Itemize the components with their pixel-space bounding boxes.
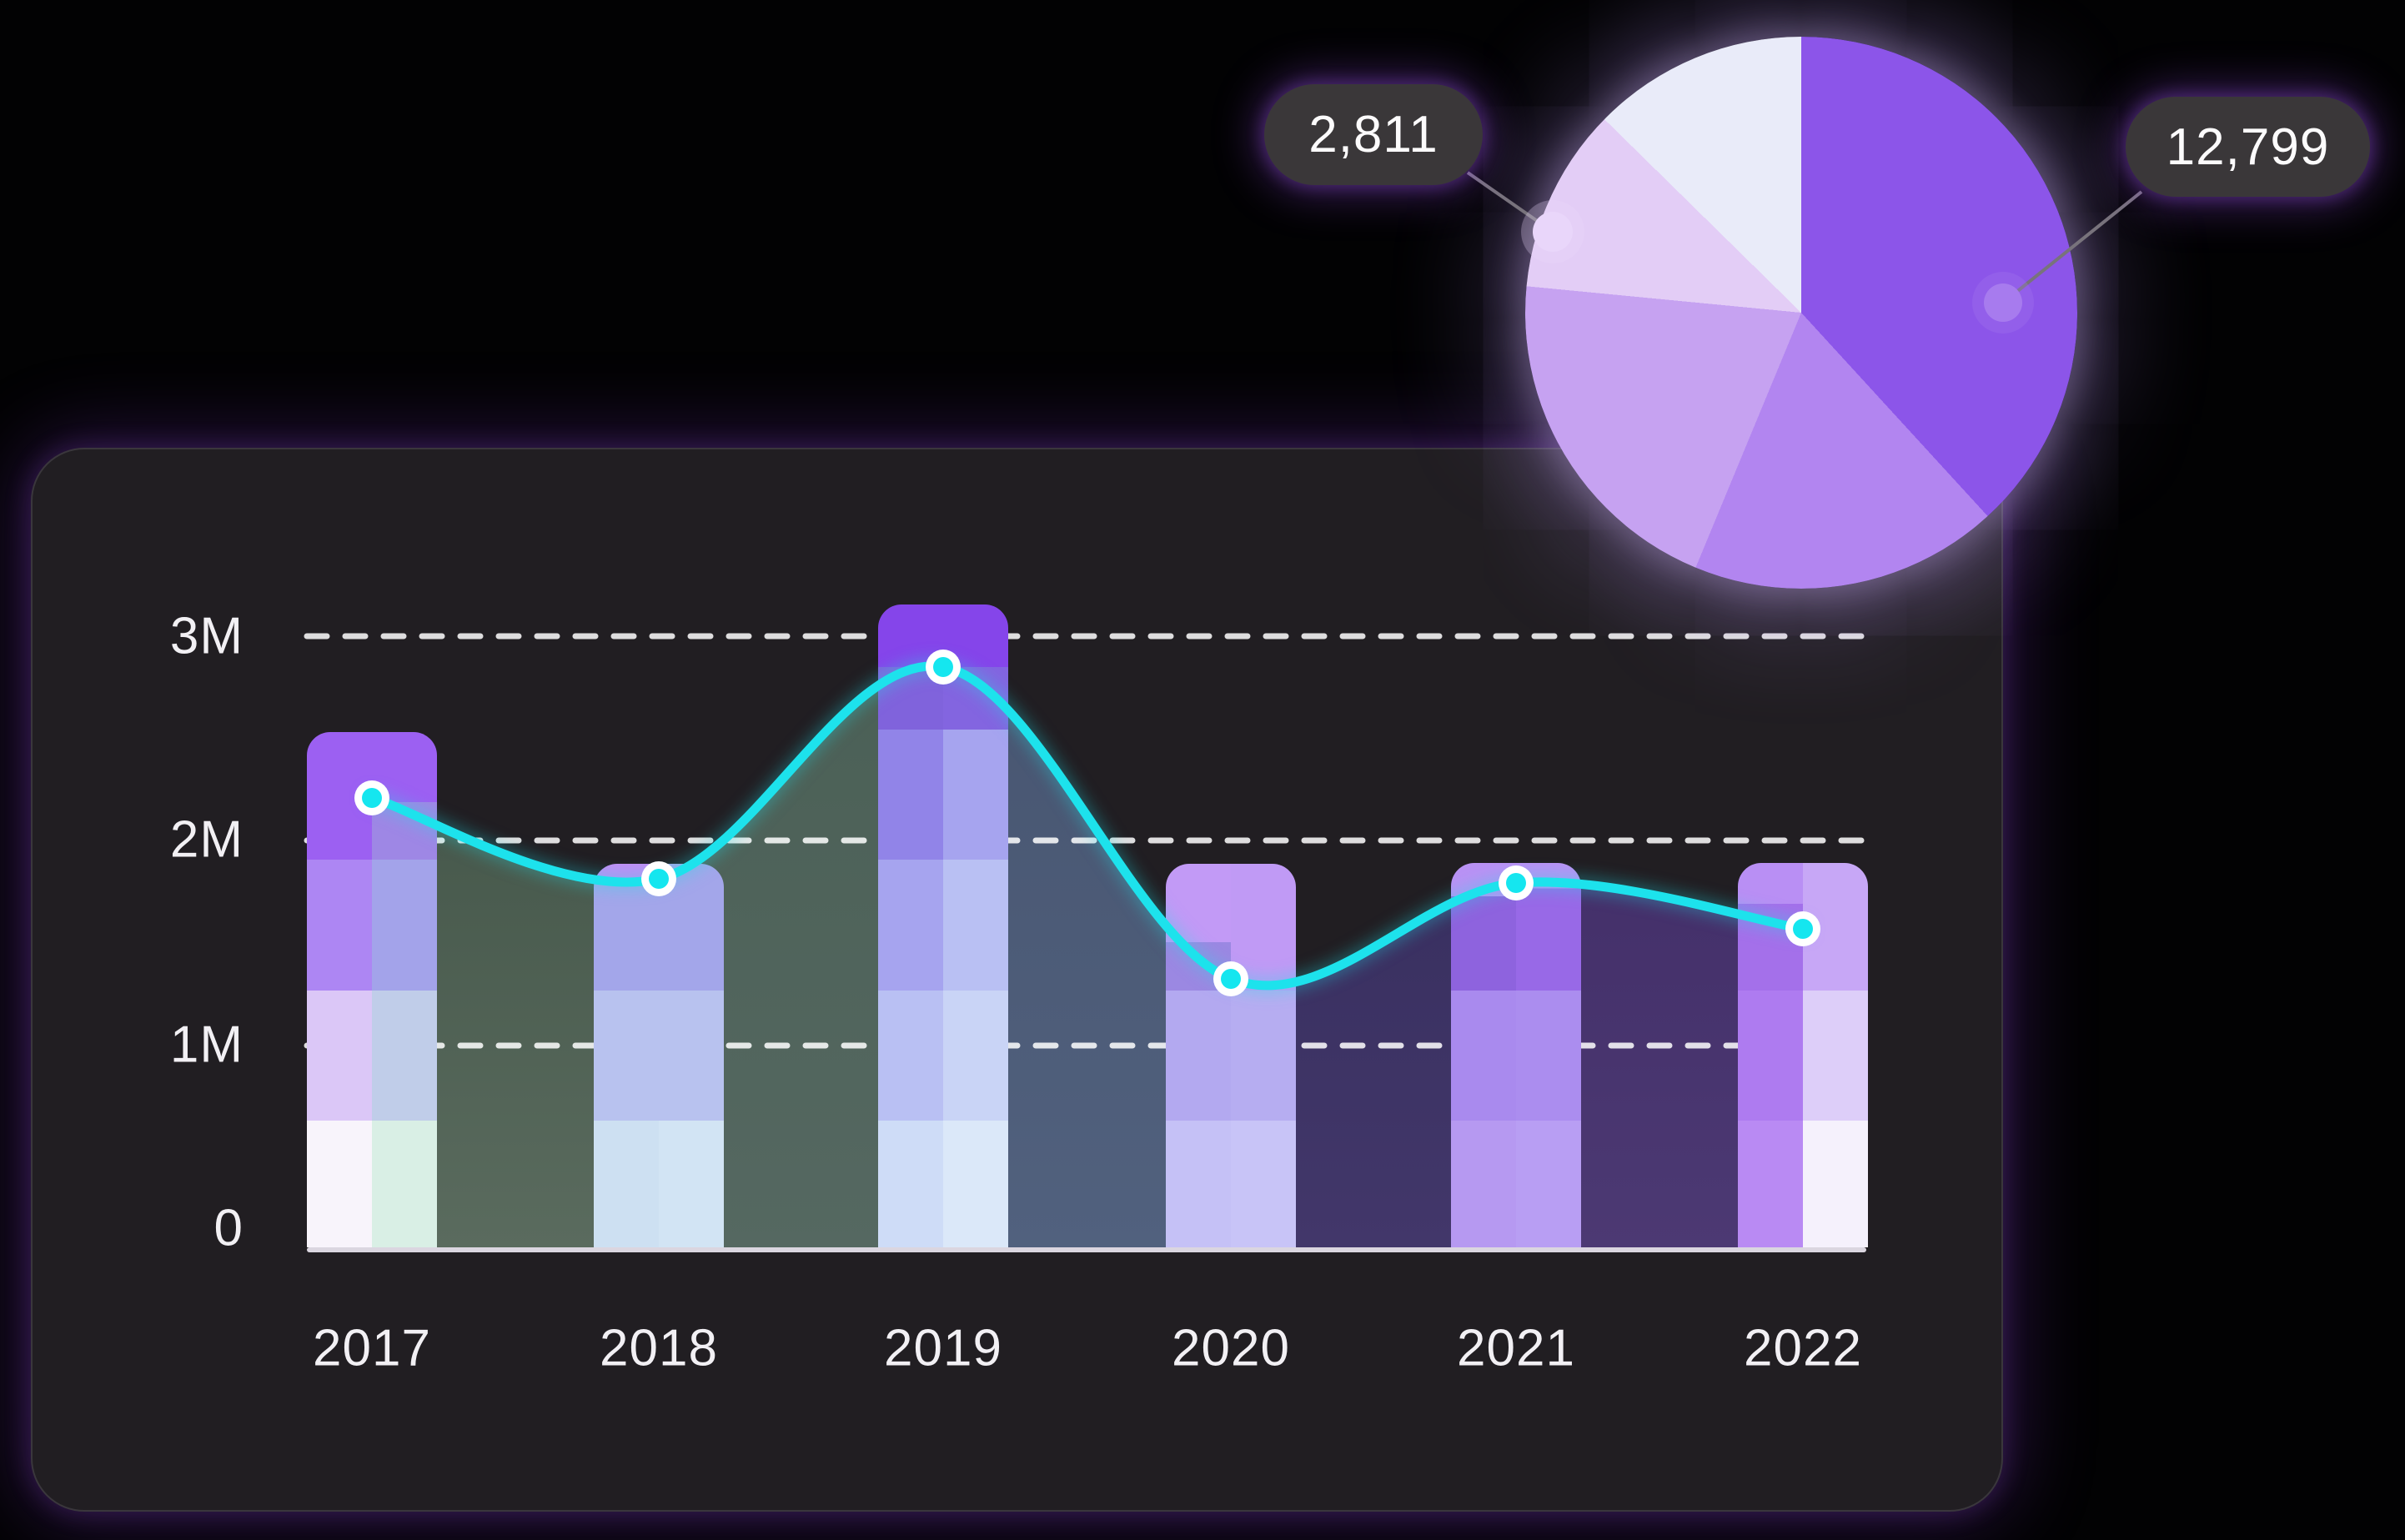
x-tick-2018: 2018 [600, 1319, 718, 1377]
bar-2018-right-segment-2 [659, 991, 724, 1121]
bar-2021-left-segment-3 [1451, 1121, 1516, 1247]
bar-2017-left-segment-2 [307, 860, 372, 991]
bar-2020-right-segment-3 [1231, 1121, 1296, 1247]
x-axis-line [307, 1247, 1866, 1252]
pie-value-text: 2,811 [1308, 106, 1438, 163]
bar-2019-right-segment-4 [943, 991, 1008, 1121]
x-tick-2017: 2017 [313, 1319, 431, 1377]
line-point-2022-center [1793, 919, 1813, 939]
pie-value-label-large-slice: 12,799 [2126, 97, 2370, 197]
bar-2022-right-segment-2 [1803, 991, 1868, 1121]
bar-2019[interactable] [878, 604, 1008, 1247]
area-fill-2018-2019 [659, 665, 943, 1247]
area-fill-2017-2018 [372, 798, 659, 1247]
pie-value-label-small-slice: 2,811 [1264, 84, 1483, 185]
bar-2017-right-segment-3 [372, 991, 437, 1121]
bar-2020-left-half [1166, 864, 1231, 1247]
pie-callout-dot [1984, 283, 2022, 322]
bar-2018-right-segment-3 [659, 1121, 724, 1247]
y-tick-0: 0 [213, 1199, 244, 1257]
bar-2017-left-segment-3 [307, 991, 372, 1121]
x-tick-2021: 2021 [1457, 1319, 1575, 1377]
bar-2020[interactable] [1166, 864, 1296, 1247]
x-tick-2019: 2019 [884, 1319, 1002, 1377]
bar-2020-left-segment-2 [1166, 991, 1231, 1121]
area-fill-2021-2022 [1516, 881, 1803, 1247]
pie-value-text: 12,799 [2166, 118, 2330, 176]
area-fill-2019-2020 [943, 667, 1231, 1247]
bar-2022-right-segment-3 [1803, 1121, 1868, 1247]
bar-2020-left-segment-3 [1166, 1121, 1231, 1247]
bar-2021-right-segment-2 [1516, 991, 1581, 1121]
bar-2017-right-segment-4 [372, 1121, 437, 1247]
bar-2017-right-segment-2 [372, 860, 437, 991]
y-tick-2M: 2M [169, 810, 244, 869]
bar-2022[interactable] [1738, 863, 1868, 1247]
bar-2019-right-half [943, 604, 1008, 1247]
bar-2019-left-segment-3 [878, 860, 943, 991]
y-tick-1M: 1M [169, 1016, 244, 1074]
area-fill-2020-2021 [1231, 883, 1516, 1247]
line-point-2021-center [1506, 873, 1526, 893]
x-tick-2022: 2022 [1744, 1319, 1862, 1377]
line-point-2017-center [362, 788, 382, 808]
x-tick-2020: 2020 [1172, 1319, 1290, 1377]
bar-2021-right-segment-3 [1516, 1121, 1581, 1247]
y-tick-3M: 3M [169, 607, 244, 665]
bar-2019-left-segment-2 [878, 730, 943, 860]
bar-2019-right-segment-2 [943, 730, 1008, 860]
line-point-2019-center [933, 657, 953, 677]
bar-2019-left-segment-5 [878, 1121, 943, 1247]
bar-2022-left-segment-2 [1738, 991, 1803, 1121]
line-point-2020-center [1221, 969, 1241, 989]
bar-2019-right-segment-5 [943, 1121, 1008, 1247]
line-point-2018-center [649, 869, 669, 889]
bar-2021-left-segment-2 [1451, 991, 1516, 1121]
bar-2018-left-segment-2 [594, 991, 659, 1121]
bar-2020-right-segment-2 [1231, 991, 1296, 1121]
bar-2022-right-half [1803, 863, 1868, 1247]
bar-2017-left-segment-4 [307, 1121, 372, 1247]
bar-2019-left-segment-4 [878, 991, 943, 1121]
bar-2022-left-half [1738, 863, 1803, 1247]
bar-2019-right-segment-3 [943, 860, 1008, 991]
pie-callout-dot [1533, 212, 1573, 252]
pie-callout-line [2001, 190, 2143, 304]
bar-2021[interactable] [1451, 863, 1581, 1247]
bar-2019-left-half [878, 604, 943, 1247]
bar-2018-left-segment-3 [594, 1121, 659, 1247]
bar-2022-left-segment-3 [1738, 1121, 1803, 1247]
pie-chart[interactable] [1525, 37, 2077, 589]
